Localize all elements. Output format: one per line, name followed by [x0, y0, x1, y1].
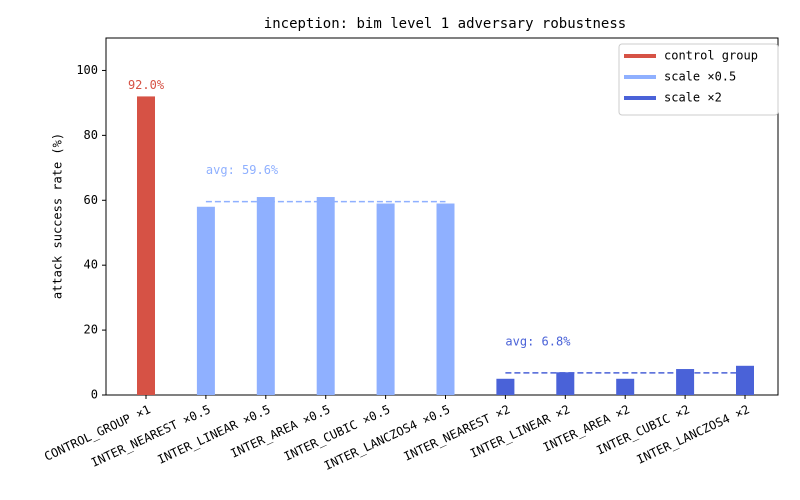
x-tick-label: INTER_AREA ×0.5 [228, 402, 332, 460]
y-tick-label: 40 [84, 258, 98, 272]
bar [496, 378, 515, 395]
bar [736, 365, 754, 395]
y-tick-label: 20 [84, 323, 98, 337]
average-label: avg: 59.6% [206, 163, 279, 177]
x-tick-label: INTER_LANCZOS4 ×2 [635, 402, 752, 467]
bar [256, 197, 275, 395]
bar [676, 369, 695, 395]
y-axis-label: attack success rate (%) [51, 133, 65, 299]
y-tick-label: 60 [84, 193, 98, 207]
x-tick-label: INTER_NEAREST ×2 [401, 402, 512, 464]
legend-box [618, 43, 779, 116]
legend-label: control group [664, 49, 758, 63]
bar [436, 203, 455, 395]
y-tick-label: 100 [76, 63, 98, 77]
average-label: avg: 6.8% [505, 334, 571, 348]
bar [196, 206, 215, 395]
y-tick-label: 0 [91, 388, 98, 402]
legend-label: scale ×0.5 [664, 70, 736, 84]
x-tick-label: INTER_LINEAR ×2 [468, 402, 572, 460]
chart-title: inception: bim level 1 adversary robustn… [264, 16, 626, 32]
bar [616, 378, 635, 395]
bar [316, 197, 335, 395]
bar [376, 203, 395, 395]
data-label: 92.0% [128, 78, 165, 92]
legend-label: scale ×2 [664, 91, 722, 105]
bar [556, 372, 575, 395]
bar [137, 96, 155, 395]
y-tick-label: 80 [84, 128, 98, 142]
